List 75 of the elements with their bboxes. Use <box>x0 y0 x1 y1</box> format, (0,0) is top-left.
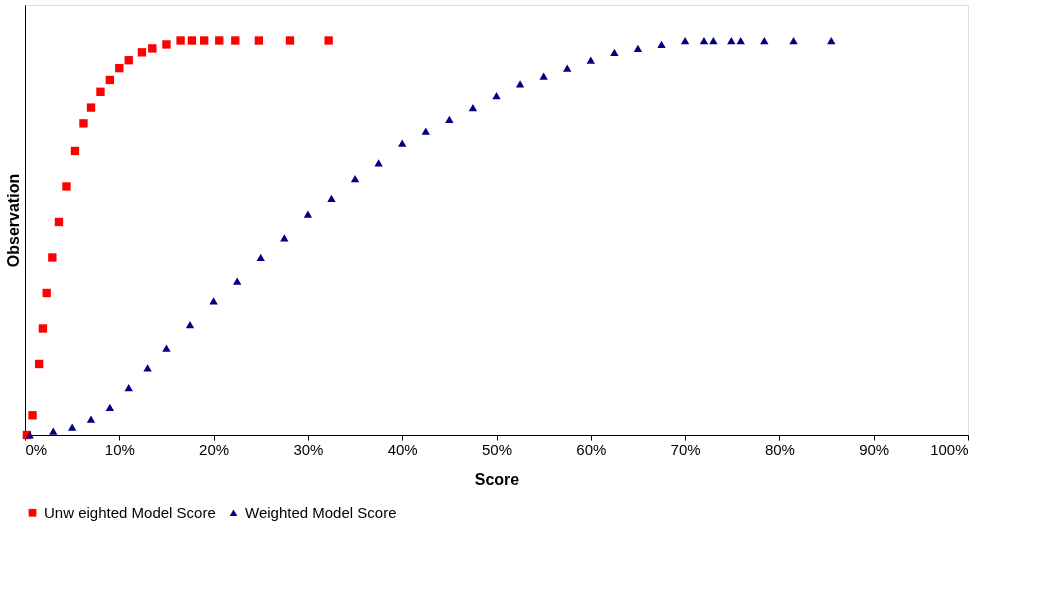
point <box>185 320 195 329</box>
x-tick-label: 10% <box>104 440 135 458</box>
point <box>586 56 595 64</box>
x-tick-label: 40% <box>387 440 418 458</box>
point <box>539 72 548 80</box>
point <box>657 40 666 49</box>
point <box>28 411 37 420</box>
point <box>256 253 265 262</box>
point <box>680 36 690 45</box>
x-tick-label: 100% <box>930 440 969 458</box>
point <box>79 119 88 128</box>
point <box>54 217 64 227</box>
point <box>86 103 96 112</box>
x-tick-label: 30% <box>293 440 324 458</box>
point <box>303 210 313 218</box>
legend-label: Unw eighted Model Score <box>44 503 216 521</box>
point <box>421 127 430 135</box>
x-tick-label: 50% <box>481 440 513 458</box>
point <box>789 36 798 45</box>
point <box>86 415 96 423</box>
point <box>468 103 478 112</box>
point <box>610 48 619 56</box>
x-axis-title: Score <box>474 470 520 488</box>
point <box>827 36 836 45</box>
legend-label: Weighted Model Score <box>245 503 397 521</box>
point <box>254 36 264 45</box>
point <box>232 277 242 285</box>
point <box>162 40 171 49</box>
point <box>727 36 736 45</box>
point <box>709 36 718 45</box>
point <box>324 36 333 45</box>
x-tick-label: 0% <box>25 440 48 458</box>
point <box>285 36 295 45</box>
point <box>280 234 289 242</box>
point <box>199 36 209 45</box>
point <box>124 384 133 392</box>
point <box>34 359 44 369</box>
point <box>62 182 71 191</box>
point <box>515 80 525 88</box>
point <box>231 36 240 45</box>
point <box>492 92 501 100</box>
point <box>633 44 643 53</box>
point <box>445 115 454 124</box>
point <box>736 36 745 45</box>
point <box>67 423 77 431</box>
point <box>176 36 185 45</box>
point <box>162 344 171 352</box>
point <box>48 253 57 262</box>
point <box>105 403 115 412</box>
point <box>148 44 157 53</box>
point <box>38 324 48 333</box>
point <box>215 36 224 45</box>
x-tick-label: 80% <box>764 440 795 458</box>
point <box>143 364 152 372</box>
point <box>563 64 572 72</box>
y-axis-title: Observation <box>4 173 22 268</box>
point <box>374 159 383 167</box>
x-tick-label: 70% <box>670 440 701 458</box>
point <box>760 36 769 45</box>
point <box>96 87 105 96</box>
x-tick-label: 90% <box>859 440 890 458</box>
point <box>70 146 80 156</box>
point <box>350 174 360 183</box>
point <box>49 427 58 435</box>
point <box>699 36 709 45</box>
point <box>105 75 115 85</box>
point <box>398 139 407 147</box>
point <box>187 36 197 45</box>
x-tick-label: 60% <box>576 440 607 458</box>
x-tick-label: 20% <box>199 440 230 458</box>
point <box>115 63 124 73</box>
point <box>327 194 336 202</box>
point <box>124 56 133 65</box>
point <box>42 288 51 298</box>
point <box>137 48 147 57</box>
